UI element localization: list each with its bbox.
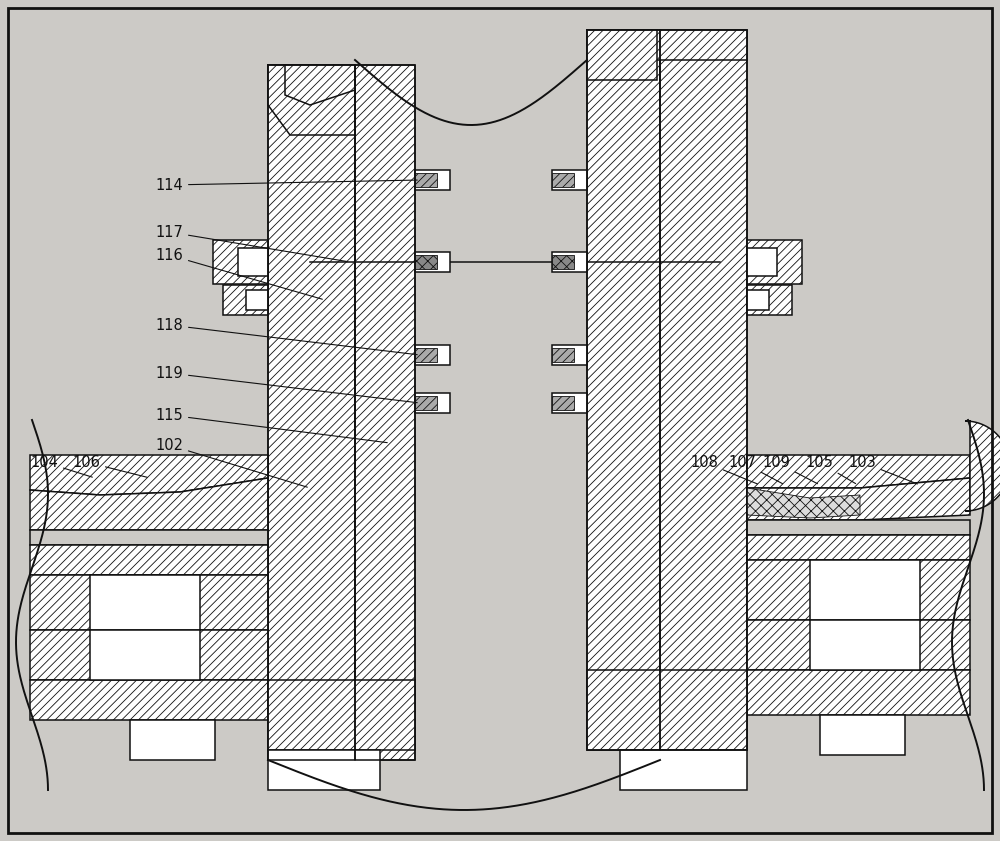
Text: 117: 117 — [155, 225, 347, 262]
Polygon shape — [285, 65, 355, 105]
Polygon shape — [820, 715, 905, 755]
Bar — [587, 30, 660, 750]
Bar — [552, 345, 587, 365]
Polygon shape — [747, 670, 970, 715]
Text: 107: 107 — [728, 454, 783, 484]
Bar — [747, 240, 802, 284]
Polygon shape — [268, 680, 415, 750]
Bar — [552, 252, 587, 272]
Bar — [552, 348, 574, 362]
Polygon shape — [810, 560, 920, 620]
Text: 108: 108 — [690, 454, 757, 484]
Text: 116: 116 — [155, 247, 322, 299]
Polygon shape — [30, 530, 268, 545]
Bar — [747, 285, 792, 315]
Polygon shape — [587, 30, 747, 60]
Polygon shape — [747, 535, 970, 560]
Bar — [415, 348, 437, 362]
Polygon shape — [620, 750, 747, 790]
Polygon shape — [90, 575, 200, 630]
Text: 104: 104 — [30, 454, 92, 477]
Bar — [747, 248, 777, 276]
Polygon shape — [30, 455, 268, 495]
Text: 115: 115 — [155, 408, 387, 442]
Bar — [415, 345, 450, 365]
Polygon shape — [90, 630, 200, 680]
Bar — [415, 393, 450, 413]
Text: 119: 119 — [155, 366, 417, 403]
Polygon shape — [130, 720, 215, 760]
Polygon shape — [268, 750, 380, 790]
Text: 109: 109 — [762, 454, 818, 484]
Bar — [415, 173, 437, 187]
Polygon shape — [30, 575, 268, 630]
Polygon shape — [30, 478, 268, 530]
Polygon shape — [268, 65, 355, 135]
Bar — [268, 65, 355, 760]
Polygon shape — [747, 520, 970, 535]
Bar — [552, 393, 587, 413]
Polygon shape — [747, 488, 860, 518]
Polygon shape — [810, 620, 920, 670]
Bar — [223, 285, 268, 315]
Polygon shape — [747, 620, 970, 670]
Polygon shape — [268, 760, 660, 841]
Text: 102: 102 — [155, 437, 307, 487]
Bar — [552, 396, 574, 410]
Bar — [415, 170, 450, 190]
Polygon shape — [747, 478, 970, 520]
Bar — [415, 252, 450, 272]
Bar — [415, 396, 437, 410]
Bar — [660, 30, 747, 750]
Polygon shape — [587, 670, 747, 750]
Polygon shape — [747, 560, 970, 620]
Text: 105: 105 — [805, 454, 856, 484]
Bar — [355, 65, 415, 760]
Polygon shape — [747, 455, 970, 488]
Polygon shape — [30, 545, 268, 575]
Bar — [747, 290, 769, 310]
Text: 118: 118 — [155, 318, 417, 355]
Text: 103: 103 — [848, 454, 917, 484]
Bar — [552, 170, 587, 190]
Bar — [552, 173, 574, 187]
Polygon shape — [965, 421, 1000, 511]
Bar — [238, 248, 268, 276]
Text: 114: 114 — [155, 177, 417, 193]
Bar — [587, 30, 657, 80]
Bar — [246, 290, 268, 310]
Polygon shape — [30, 630, 268, 680]
Text: 106: 106 — [72, 454, 147, 478]
Bar — [415, 255, 437, 269]
Polygon shape — [30, 680, 268, 720]
Bar — [552, 255, 574, 269]
Bar — [213, 240, 268, 284]
